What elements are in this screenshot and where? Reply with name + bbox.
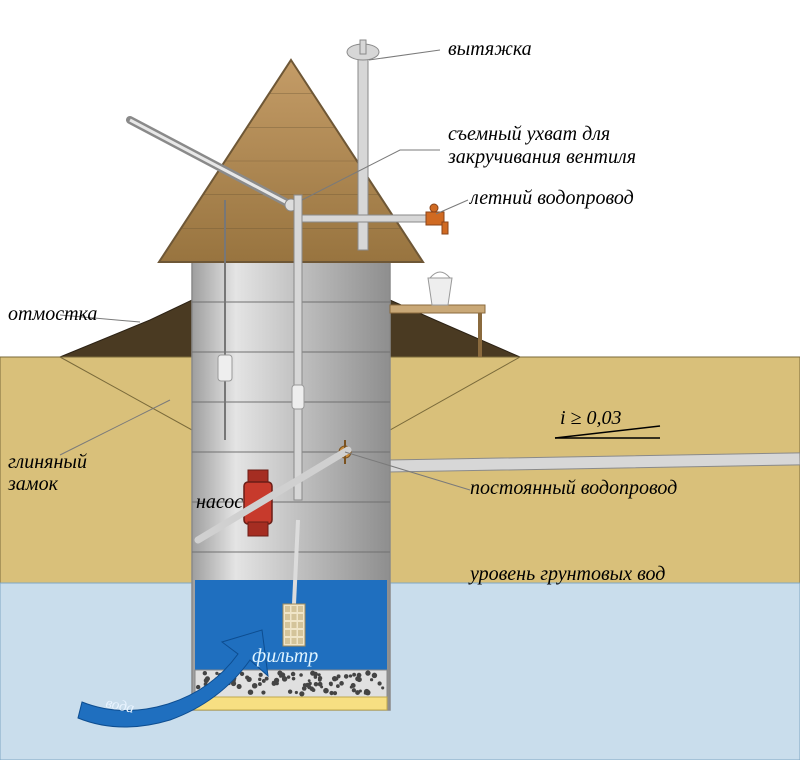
filter-cell bbox=[292, 630, 297, 636]
gravel-dot bbox=[246, 677, 251, 682]
gravel-dot bbox=[339, 681, 344, 686]
gravel-dot bbox=[288, 690, 292, 694]
filter-cell bbox=[292, 614, 297, 620]
filter-cell bbox=[285, 622, 290, 628]
gravel-dot bbox=[357, 677, 362, 682]
gravel-dot bbox=[248, 689, 253, 694]
gravel-dot bbox=[349, 674, 352, 677]
gravel-dot bbox=[287, 675, 290, 678]
gravel-dot bbox=[329, 683, 332, 686]
label-apron: отмостка bbox=[8, 303, 97, 325]
filter-cell bbox=[292, 606, 297, 612]
gravel-dot bbox=[204, 678, 209, 683]
gravel-dot bbox=[308, 679, 311, 682]
gravel-dot bbox=[314, 675, 318, 679]
gravel-dot bbox=[311, 688, 315, 692]
filter-cell bbox=[285, 630, 290, 636]
filter-cell bbox=[285, 638, 290, 644]
gravel-dot bbox=[275, 681, 279, 685]
gravel-dot bbox=[323, 688, 329, 694]
filter-cell bbox=[292, 622, 297, 628]
gravel-dot bbox=[262, 679, 266, 683]
gravel-dot bbox=[372, 673, 377, 678]
label-pump: насос bbox=[196, 491, 243, 513]
gravel-dot bbox=[359, 689, 362, 692]
label-summer: летний водопровод bbox=[469, 187, 634, 209]
gravel-dot bbox=[381, 686, 384, 689]
bucket bbox=[428, 278, 452, 305]
label-clay2: замок bbox=[7, 473, 59, 495]
sand-layer bbox=[195, 697, 387, 710]
label-gw: уровень грунтовых вод bbox=[468, 563, 665, 585]
gravel-dot bbox=[314, 682, 318, 686]
exhaust-tip bbox=[360, 40, 366, 54]
gravel-dot bbox=[307, 685, 311, 689]
gravel-dot bbox=[261, 691, 265, 695]
label-filter: фильтр bbox=[252, 645, 318, 667]
gravel-dot bbox=[292, 677, 296, 681]
label-slope: i ≥ 0,03 bbox=[560, 407, 622, 429]
gravel-dot bbox=[282, 676, 287, 681]
gravel-dot bbox=[333, 691, 337, 695]
groundwater-layer bbox=[0, 583, 800, 760]
pulley-left bbox=[218, 355, 232, 381]
gravel-dot bbox=[364, 691, 367, 694]
gravel-dot bbox=[377, 681, 381, 685]
gravel-dot bbox=[318, 676, 322, 680]
gravel-dot bbox=[258, 682, 262, 686]
gravel-dot bbox=[370, 678, 373, 681]
filter-cell bbox=[298, 606, 303, 612]
pulley-right bbox=[292, 385, 304, 409]
filter-cell bbox=[298, 638, 303, 644]
gravel-dot bbox=[337, 674, 341, 678]
gravel-dot bbox=[320, 685, 323, 688]
faucet-spout bbox=[442, 222, 448, 234]
label-perm: постоянный водопровод bbox=[470, 477, 677, 499]
gravel-dot bbox=[259, 673, 263, 677]
gravel-dot bbox=[291, 672, 296, 677]
filter-cell bbox=[298, 614, 303, 620]
filter-cell bbox=[298, 630, 303, 636]
label-clay1: глиняный bbox=[8, 451, 87, 473]
faucet-body bbox=[426, 212, 444, 225]
filter-cell bbox=[285, 614, 290, 620]
gravel-dot bbox=[344, 674, 349, 679]
gravel-dot bbox=[365, 670, 370, 675]
gravel-dot bbox=[351, 683, 356, 688]
shelf bbox=[390, 305, 485, 313]
filter-cell bbox=[292, 638, 297, 644]
gravel-dot bbox=[310, 671, 315, 676]
gravel-dot bbox=[295, 691, 298, 694]
pump-cap-bot bbox=[248, 522, 268, 536]
gravel-dot bbox=[215, 672, 218, 675]
gravel-dot bbox=[299, 691, 304, 696]
label-grip1: съемный ухват для bbox=[448, 123, 610, 145]
gravel-dot bbox=[302, 686, 307, 691]
gravel-dot bbox=[196, 685, 200, 689]
gravel-dot bbox=[252, 683, 258, 689]
sky bbox=[0, 0, 800, 357]
gravel-dot bbox=[203, 671, 207, 675]
riser-pipe bbox=[294, 195, 302, 500]
gravel-dot bbox=[352, 673, 356, 677]
filter-cell bbox=[285, 606, 290, 612]
gravel-dot bbox=[279, 675, 282, 678]
gravel-dot bbox=[237, 684, 242, 689]
gravel-dot bbox=[318, 673, 321, 676]
gravel-dot bbox=[299, 673, 303, 677]
gravel-dot bbox=[258, 678, 261, 681]
summer-pipe bbox=[298, 215, 430, 222]
gravel-dot bbox=[352, 688, 356, 692]
faucet-knob bbox=[430, 204, 438, 212]
filter-cell bbox=[298, 622, 303, 628]
label-grip2: закручивания вентиля bbox=[447, 146, 636, 168]
gravel-dot bbox=[336, 684, 340, 688]
label-exhaust: вытяжка bbox=[448, 38, 532, 60]
